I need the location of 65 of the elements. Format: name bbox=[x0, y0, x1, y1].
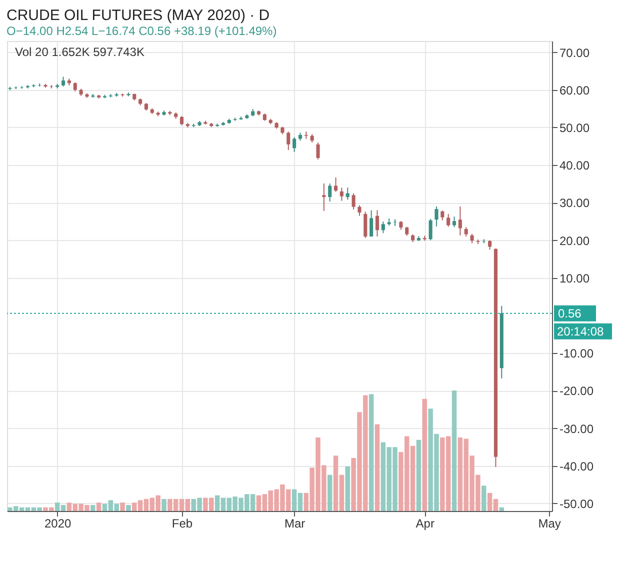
candlestick bbox=[482, 238, 486, 244]
bar bbox=[499, 507, 504, 511]
candlestick bbox=[452, 216, 456, 228]
candlestick bbox=[488, 240, 492, 250]
chart-title: Vol 20 1.652K 597.743K bbox=[15, 45, 144, 59]
bar bbox=[422, 398, 428, 511]
y-tick-label: -20.00 bbox=[560, 384, 594, 398]
candlestick bbox=[446, 213, 450, 228]
x-tick-label: Feb bbox=[172, 516, 193, 530]
bar bbox=[162, 498, 166, 511]
y-tick-label: 50.00 bbox=[560, 120, 590, 135]
candlestick bbox=[381, 220, 385, 234]
bar bbox=[120, 502, 125, 511]
y-tick-label: 60.00 bbox=[560, 83, 590, 98]
y-tick-label: -10.00 bbox=[560, 346, 594, 361]
bar bbox=[126, 504, 131, 511]
candlestick bbox=[328, 183, 332, 202]
candlestick bbox=[62, 76, 66, 87]
candlestick bbox=[334, 176, 338, 192]
chart-title: CRUDE OIL FUTURES (MAY 2020) · D bbox=[6, 7, 270, 24]
candlestick bbox=[286, 131, 290, 151]
bar bbox=[374, 424, 380, 511]
y-tick-label: -40.00 bbox=[560, 459, 594, 474]
text: 20:14:08 bbox=[557, 324, 604, 338]
candlestick bbox=[304, 131, 308, 140]
candlestick bbox=[292, 136, 296, 152]
candlestick bbox=[428, 218, 432, 241]
candlestick bbox=[470, 233, 474, 244]
candlestick bbox=[340, 187, 344, 202]
x-tick-label: Mar bbox=[284, 516, 306, 530]
ref-line-label: 0.56 bbox=[558, 306, 582, 320]
candlestick bbox=[458, 206, 462, 236]
bar bbox=[345, 466, 350, 511]
bar bbox=[368, 394, 374, 511]
candlestick bbox=[180, 116, 184, 126]
y-tick-label: -30.00 bbox=[560, 422, 594, 436]
candlestick bbox=[73, 82, 77, 92]
candlestick bbox=[440, 210, 444, 221]
candlestick bbox=[358, 204, 362, 216]
candlestick bbox=[464, 226, 468, 238]
bar bbox=[482, 486, 486, 511]
x-tick-label: May bbox=[538, 516, 561, 530]
candlestick bbox=[346, 187, 350, 200]
bar bbox=[96, 502, 102, 511]
candlestick bbox=[364, 211, 368, 239]
candlestick bbox=[370, 210, 374, 238]
y-tick-label: -50.00 bbox=[560, 496, 594, 511]
y-tick-label: 10.00 bbox=[560, 271, 590, 286]
x-tick-label: Apr bbox=[416, 516, 434, 530]
y-tick-label: 20.00 bbox=[560, 234, 590, 248]
y-tick-label: 30.00 bbox=[560, 196, 590, 210]
bar bbox=[327, 474, 332, 511]
candlestick bbox=[352, 192, 356, 210]
y-tick-label: 70.00 bbox=[560, 46, 590, 60]
candlestick bbox=[316, 142, 320, 160]
candlestick bbox=[322, 183, 326, 212]
candlestick bbox=[375, 210, 380, 238]
x-tick-label: 2020 bbox=[44, 516, 72, 530]
candlestick bbox=[405, 226, 409, 236]
y-tick-label: 40.00 bbox=[560, 158, 590, 173]
bar bbox=[90, 504, 96, 511]
bar bbox=[416, 440, 422, 511]
candlestick bbox=[434, 206, 438, 227]
bar bbox=[452, 390, 457, 511]
chart-subtitle: O−14.00 H2.54 L−16.74 C0.56 +38.19 (+101.49%) bbox=[6, 24, 277, 38]
